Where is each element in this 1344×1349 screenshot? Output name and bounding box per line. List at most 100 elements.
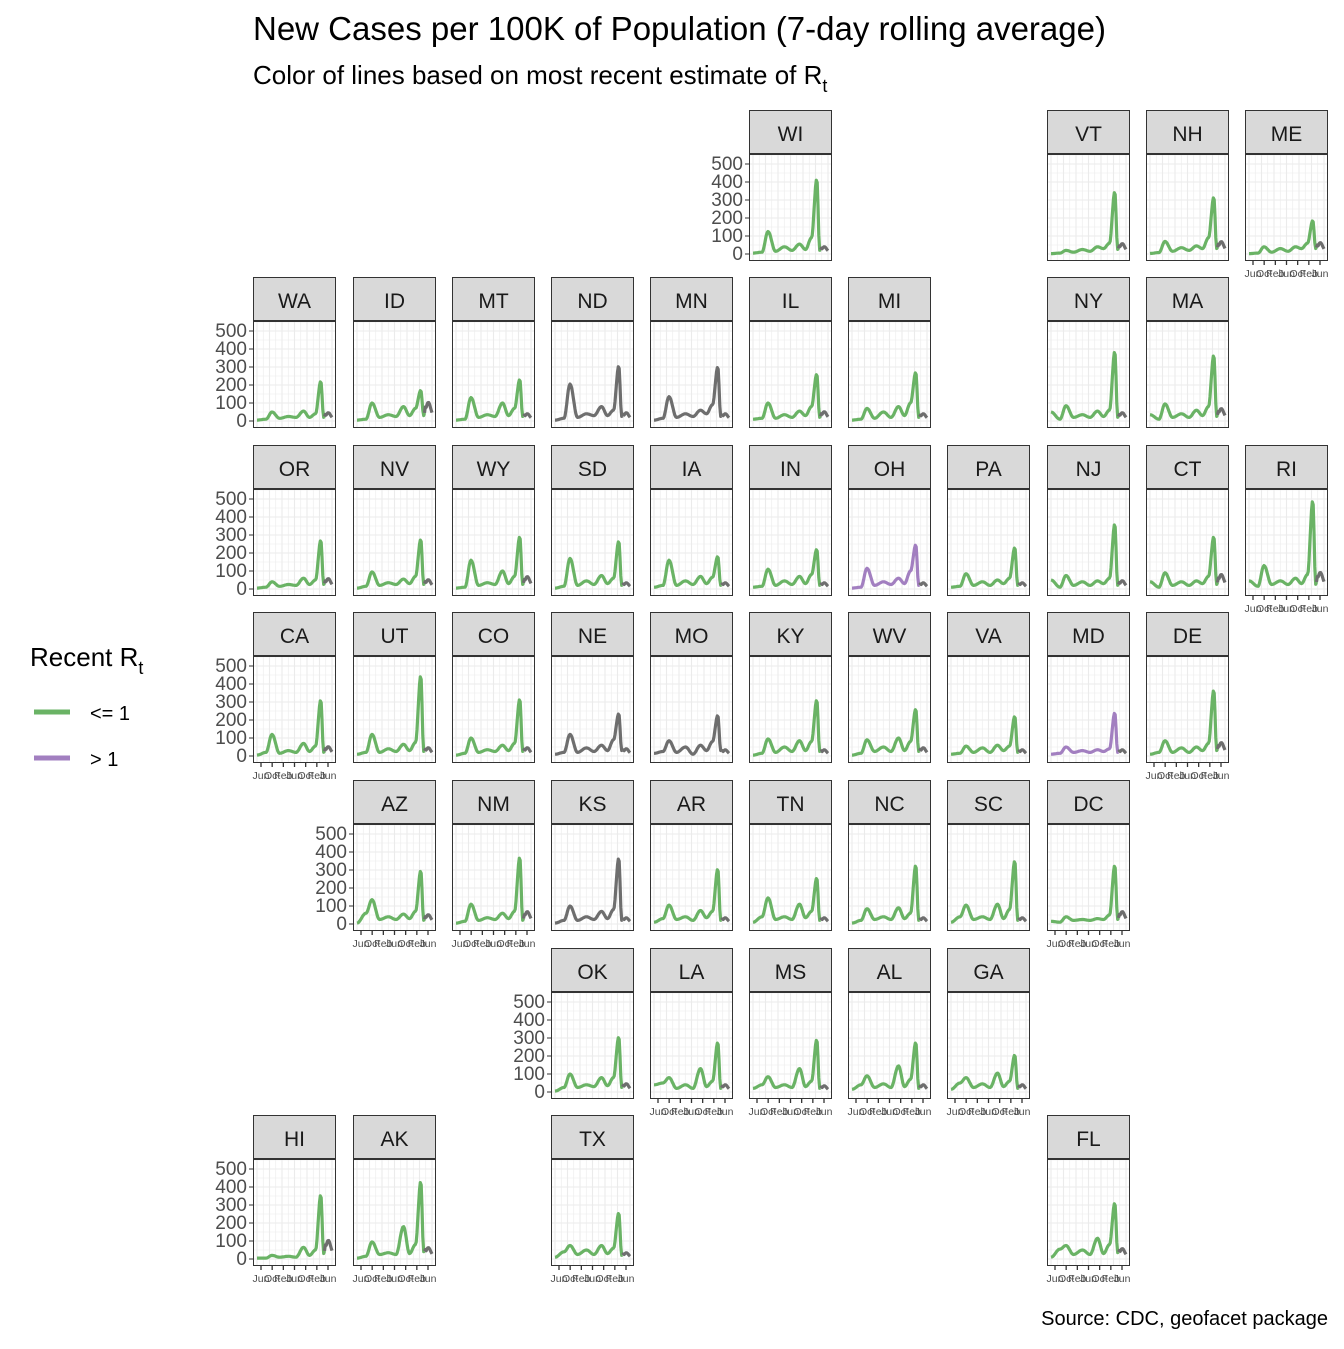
- series-line: [752, 1038, 822, 1090]
- facet-in: IN: [749, 445, 832, 596]
- facet-vt: VT: [1047, 110, 1130, 261]
- facet-oh: OH: [848, 445, 931, 596]
- series-line-recent: [1017, 581, 1028, 588]
- facet-id: ID: [353, 277, 436, 428]
- series-line: [1050, 351, 1120, 421]
- facet-strip: [253, 277, 336, 321]
- y-tick-label: 100: [215, 1231, 247, 1252]
- series-line-recent: [720, 412, 731, 419]
- facet-grid-lines: [849, 824, 930, 930]
- facet-strip: [749, 612, 832, 656]
- x-tick-label: Feb: [507, 938, 525, 950]
- series-line-recent: [819, 245, 830, 252]
- x-tick-label: Feb: [770, 1106, 788, 1118]
- facet-strip-label: VT: [1075, 123, 1102, 146]
- series-line: [554, 365, 624, 422]
- series-line-recent: [720, 581, 731, 588]
- x-tick-label: Jun: [353, 938, 370, 950]
- y-tick-label: 500: [215, 1159, 247, 1180]
- series-line-recent: [1017, 916, 1028, 923]
- facet-strip-label: ME: [1271, 123, 1303, 146]
- series-line: [1248, 219, 1318, 256]
- x-tick-label: Feb: [1102, 1273, 1120, 1285]
- x-tick-label: Jun: [1278, 268, 1295, 280]
- x-tick-label: Feb: [408, 938, 426, 950]
- facet-nv: NV: [353, 445, 436, 596]
- series-line-recent: [422, 913, 434, 921]
- y-tick-label: 100: [215, 561, 247, 582]
- series-line: [256, 539, 326, 590]
- x-tick-label: Feb: [804, 1106, 822, 1118]
- x-tick-label: Jun: [1114, 1273, 1131, 1285]
- y-tick-label: 300: [513, 1028, 545, 1049]
- y-tick-label: 400: [215, 674, 247, 695]
- x-tick-label: Jun: [584, 1273, 601, 1285]
- x-tick-label: Jun: [253, 1273, 270, 1285]
- x-tick-label: Jun: [420, 1273, 437, 1285]
- x-tick-label: Jun: [1080, 938, 1097, 950]
- y-tick-label: 200: [215, 375, 247, 396]
- facet-grid-lines: [1147, 321, 1228, 427]
- facet-strip-label: OR: [279, 458, 311, 481]
- y-tick-label: 200: [315, 878, 347, 899]
- facet-strip-label: LA: [679, 961, 705, 984]
- x-tick-label: Oct: [1289, 268, 1305, 280]
- facet-ne: NE: [551, 612, 634, 763]
- y-tick-label: 200: [215, 710, 247, 731]
- y-tick-label: 0: [534, 1082, 545, 1103]
- facet-strip-label: AK: [380, 1128, 408, 1151]
- series-line-recent: [1314, 571, 1326, 583]
- facet-strip-label: RI: [1276, 458, 1297, 481]
- facet-strip: [1245, 445, 1328, 489]
- facet-strip-label: MN: [675, 290, 708, 313]
- facet-grid-lines: [750, 154, 831, 260]
- series-line-recent: [1116, 910, 1128, 920]
- series-line: [1149, 196, 1219, 256]
- series-line: [356, 389, 427, 422]
- series-line-recent: [918, 746, 929, 754]
- series-line-recent: [1215, 741, 1227, 751]
- facet-strip-label: FL: [1076, 1128, 1101, 1151]
- series-line: [1248, 500, 1319, 588]
- x-tick-label: Jun: [848, 1106, 865, 1118]
- x-tick-label: Jun: [947, 1106, 964, 1118]
- series-line: [356, 538, 426, 590]
- series-line: [752, 699, 822, 757]
- facet-md: MD: [1047, 612, 1130, 763]
- facet-strip: [551, 445, 634, 489]
- x-tick-label: Jun: [320, 770, 337, 782]
- x-tick-label: Oct: [264, 1273, 280, 1285]
- x-tick-label: Feb: [1266, 268, 1284, 280]
- series-line-recent: [521, 575, 533, 585]
- x-tick-label: Oct: [1256, 268, 1272, 280]
- facet-strip: [749, 780, 832, 824]
- x-tick-label: Jun: [650, 1106, 667, 1118]
- facet-strip-label: VA: [975, 625, 1001, 648]
- facet-grid-lines: [651, 321, 732, 427]
- facet-strip-label: KS: [578, 793, 606, 816]
- facet-strip-label: NY: [1074, 290, 1103, 313]
- facet-grid-lines: [552, 1159, 633, 1265]
- facet-strip: [1146, 110, 1229, 154]
- facet-strip-label: MS: [775, 961, 807, 984]
- x-tick-label: Feb: [274, 770, 292, 782]
- facet-grid-lines: [254, 489, 335, 595]
- series-line: [851, 864, 921, 925]
- facet-strip-label: MA: [1172, 290, 1204, 313]
- x-tick-label: Oct: [463, 938, 479, 950]
- x-tick-label: Oct: [562, 1273, 578, 1285]
- facet-strip: [253, 445, 336, 489]
